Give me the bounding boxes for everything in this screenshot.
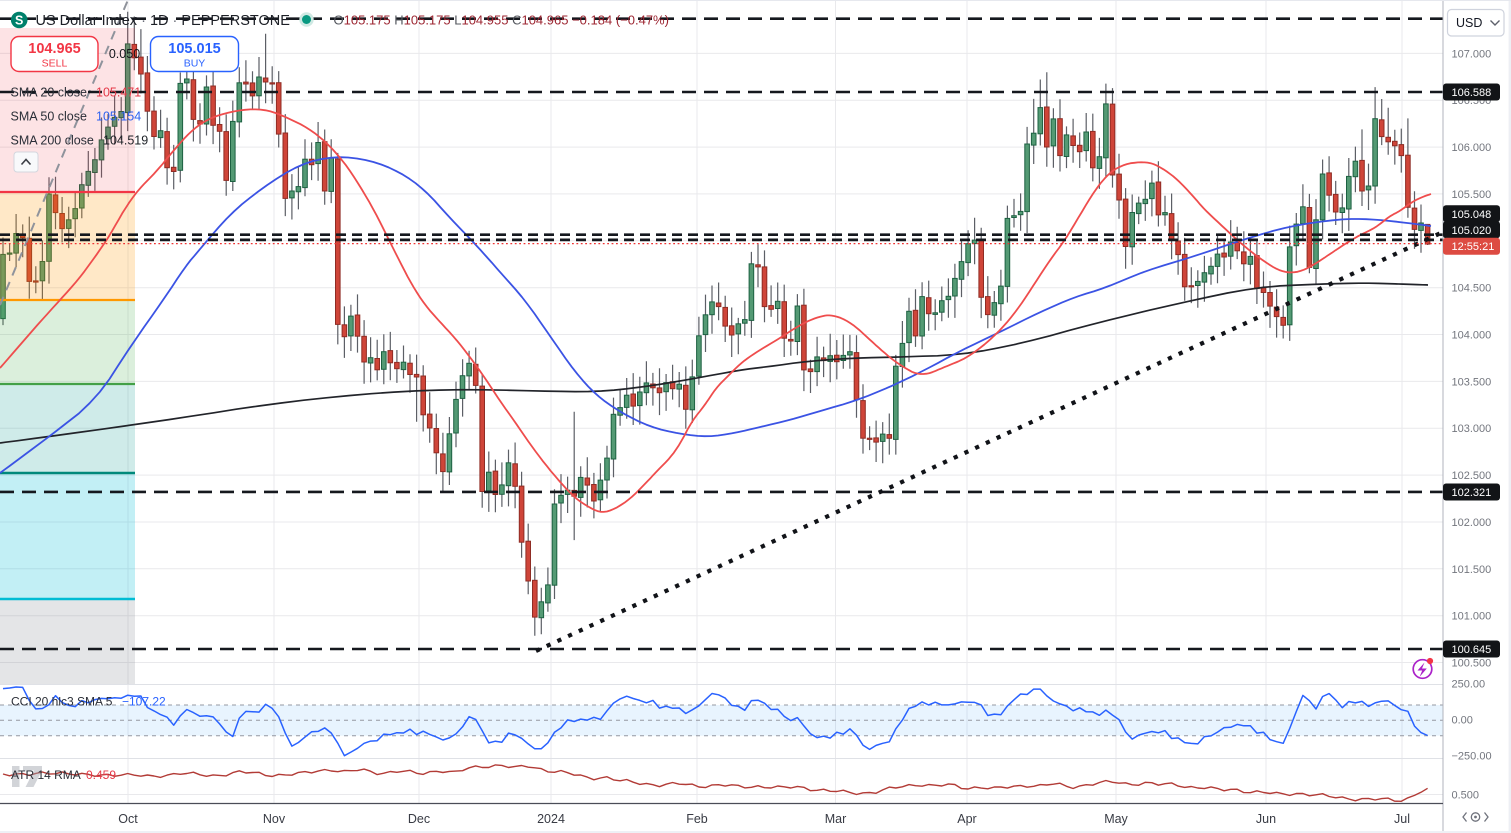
- svg-text:105.048: 105.048: [1452, 209, 1492, 221]
- svg-text:Dec: Dec: [408, 812, 430, 826]
- svg-text:102.000: 102.000: [1452, 517, 1492, 529]
- svg-text:104.519: 104.519: [103, 133, 148, 147]
- svg-text:−250.00: −250.00: [1452, 751, 1492, 763]
- svg-text:102.500: 102.500: [1452, 470, 1492, 482]
- svg-text:107.000: 107.000: [1452, 48, 1492, 60]
- svg-text:0.00: 0.00: [1452, 715, 1473, 727]
- svg-text:105.020: 105.020: [1452, 225, 1492, 237]
- svg-text:SMA 50 close: SMA 50 close: [11, 109, 87, 123]
- svg-text:0.500: 0.500: [1452, 790, 1480, 802]
- svg-text:105.015: 105.015: [168, 41, 220, 57]
- svg-text:ATR 14 RMA: ATR 14 RMA: [11, 768, 81, 782]
- svg-text:101.500: 101.500: [1452, 564, 1492, 576]
- svg-text:250.00: 250.00: [1452, 679, 1486, 691]
- svg-text:0.050: 0.050: [109, 47, 140, 61]
- svg-text:100.645: 100.645: [1452, 644, 1492, 656]
- svg-text:Jun: Jun: [1256, 812, 1276, 826]
- svg-text:12:55:21: 12:55:21: [1452, 241, 1495, 253]
- svg-text:103.000: 103.000: [1452, 423, 1492, 435]
- svg-text:105.471: 105.471: [96, 85, 141, 99]
- svg-text:100.500: 100.500: [1452, 658, 1492, 670]
- svg-text:USD: USD: [1456, 16, 1482, 30]
- svg-text:102.321: 102.321: [1452, 487, 1492, 499]
- svg-text:S: S: [15, 14, 23, 28]
- svg-text:2024: 2024: [537, 812, 565, 826]
- svg-text:106.588: 106.588: [1452, 87, 1492, 99]
- svg-text:104.500: 104.500: [1452, 283, 1492, 295]
- svg-text:US Dollar Index · 1D · PEPPERS: US Dollar Index · 1D · PEPPERSTONE: [36, 13, 291, 29]
- svg-text:0.459: 0.459: [86, 768, 116, 782]
- svg-text:Mar: Mar: [825, 812, 847, 826]
- svg-text:105.154: 105.154: [96, 109, 141, 123]
- svg-text:Jul: Jul: [1394, 812, 1410, 826]
- svg-text:Apr: Apr: [957, 812, 976, 826]
- svg-text:May: May: [1104, 812, 1128, 826]
- svg-text:104.000: 104.000: [1452, 330, 1492, 342]
- svg-text:106.000: 106.000: [1452, 142, 1492, 154]
- svg-text:Oct: Oct: [118, 812, 138, 826]
- svg-text:SMA 20 close: SMA 20 close: [11, 85, 87, 99]
- svg-text:SMA 200 close: SMA 200 close: [11, 133, 94, 147]
- svg-text:Feb: Feb: [686, 812, 708, 826]
- svg-text:CCI 20 hlc3 SMA 5: CCI 20 hlc3 SMA 5: [11, 695, 113, 709]
- svg-text:Nov: Nov: [263, 812, 286, 826]
- svg-text:SELL: SELL: [42, 58, 68, 70]
- svg-text:BUY: BUY: [184, 58, 206, 70]
- svg-text:−107.22: −107.22: [122, 695, 166, 709]
- svg-text:105.500: 105.500: [1452, 189, 1492, 201]
- svg-text:101.000: 101.000: [1452, 611, 1492, 623]
- svg-text:104.965: 104.965: [28, 41, 80, 57]
- svg-text:O105.175 H105.175 L104.955 C10: O105.175 H105.175 L104.955 C104.965 −0.1…: [334, 12, 669, 27]
- svg-text:103.500: 103.500: [1452, 376, 1492, 388]
